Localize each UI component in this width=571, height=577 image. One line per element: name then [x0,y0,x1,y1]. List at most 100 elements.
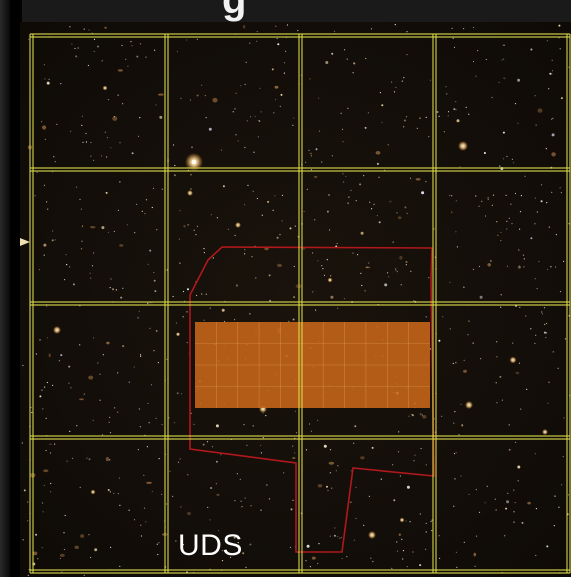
star [403,126,405,128]
star [357,254,359,256]
star [290,508,293,511]
star [43,64,46,66]
star [467,334,469,336]
star [175,322,178,324]
star [147,302,149,304]
star [41,502,44,504]
star [119,181,121,183]
star [394,268,397,270]
star [131,152,134,155]
star [50,491,52,493]
faint-galaxy [216,493,220,496]
star [559,291,562,293]
star [107,489,110,491]
star [64,514,66,517]
star [378,176,380,178]
star [64,279,66,281]
star [543,307,546,309]
star [36,171,38,173]
star [161,424,163,426]
star [305,449,308,451]
star [112,288,114,291]
faint-galaxy [365,266,371,269]
star [353,442,355,444]
star [438,535,440,537]
star [82,141,84,143]
star [384,283,388,287]
star [463,541,465,544]
faint-galaxy [119,244,124,247]
star [560,97,563,100]
star [312,291,314,293]
star [90,556,92,559]
star [83,28,85,30]
star [85,141,87,143]
star [128,509,130,511]
star [517,480,519,482]
star [105,191,108,194]
star [524,175,526,177]
star [182,316,184,318]
survey-outline [189,246,435,553]
star [240,500,242,502]
faint-galaxy [277,263,282,268]
star [237,542,239,544]
star [463,286,465,288]
star [195,234,197,236]
star [406,31,408,33]
star [490,260,492,262]
star [281,194,284,196]
star [151,206,153,209]
star [125,58,127,60]
star [507,492,509,494]
star [122,287,124,289]
star [519,228,521,230]
star [202,443,205,446]
star [452,362,454,365]
star [234,319,236,321]
star [244,83,246,85]
star [173,422,176,424]
faint-galaxy [527,501,531,505]
star [481,200,483,202]
star [88,534,90,536]
star [161,188,163,190]
star [401,80,403,82]
star [119,142,121,144]
star [355,200,357,202]
star [392,241,394,243]
star [496,341,498,343]
star [143,507,146,509]
star [331,52,334,55]
star [503,158,505,160]
star [318,130,321,132]
star [508,424,510,426]
star [518,362,521,364]
star [401,538,403,541]
star [475,488,477,491]
star [110,278,112,280]
star [235,92,237,94]
star [317,419,319,421]
star [501,399,503,401]
star [240,85,242,87]
star [79,198,81,200]
star [318,97,320,99]
star [150,384,153,386]
star [83,574,85,576]
star [456,119,460,123]
star [510,203,512,205]
star [340,112,342,114]
star [172,495,174,497]
star [108,421,110,423]
star [118,477,121,479]
star [430,520,432,523]
star [261,214,263,216]
star [412,551,414,553]
star [433,228,435,230]
star [93,337,95,339]
star [285,50,287,52]
star [22,364,24,367]
star [47,208,49,210]
star [207,506,209,508]
